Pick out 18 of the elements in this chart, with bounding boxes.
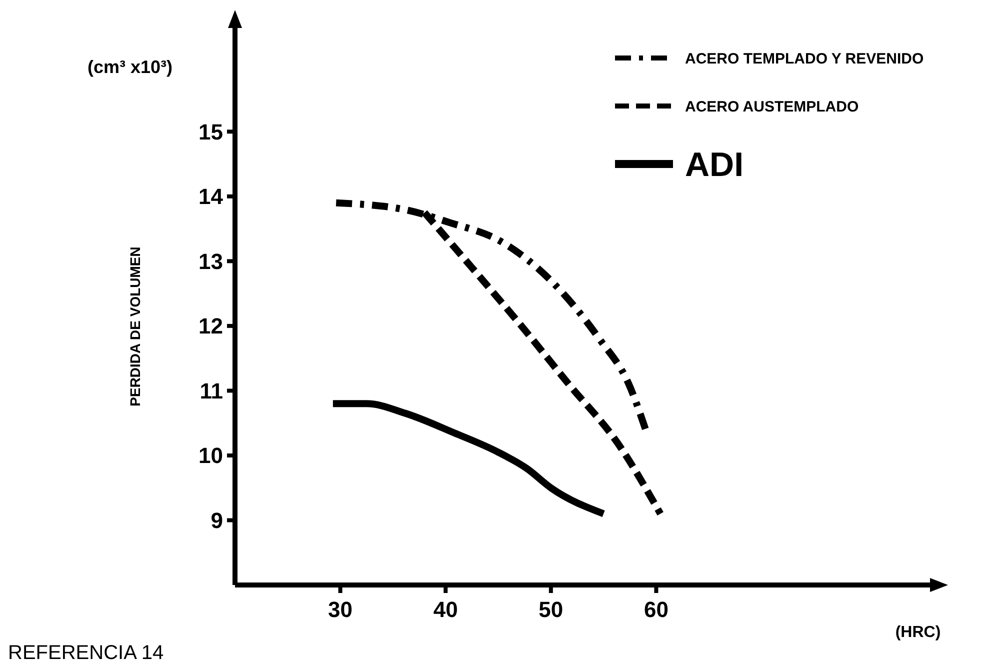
x-axis-title: (HRC) (895, 624, 941, 641)
legend-label: ACERO AUSTEMPLADO (685, 98, 859, 116)
y-axis-title: PERDIDA DE VOLUMEN (127, 246, 143, 406)
y-tick-label: 15 (198, 119, 223, 144)
y-tick-label: 14 (198, 184, 224, 210)
y-tick-label: 10 (198, 443, 223, 468)
x-tick-label: 30 (328, 597, 353, 622)
text: (cm³ x10³) (87, 57, 173, 77)
y-tick-label: 13 (198, 248, 223, 274)
legend-label: ACERO TEMPLADO Y REVENIDO (685, 50, 924, 68)
legend-label: ADI (685, 146, 744, 184)
y-tick-label: 11 (200, 378, 223, 404)
y-tick-label: 12 (198, 314, 223, 339)
y-tick-label: 9 (210, 508, 223, 533)
text: REFERENCIA 14 (8, 642, 164, 664)
x-tick-label: 40 (433, 597, 458, 622)
x-tick-label: 60 (644, 597, 668, 622)
x-tick-label: 50 (538, 597, 564, 622)
